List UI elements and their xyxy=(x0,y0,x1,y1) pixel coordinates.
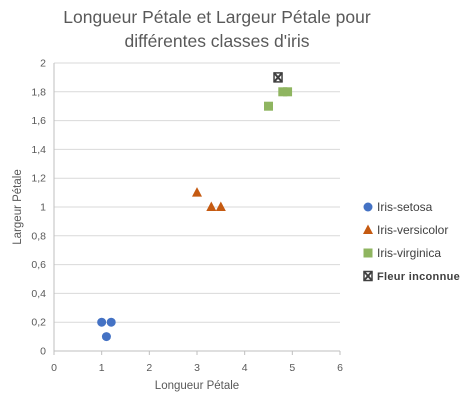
legend-marker-0 xyxy=(363,202,373,212)
x-tick-label: 3 xyxy=(194,362,200,374)
data-point-iris-versicolor-2 xyxy=(215,201,226,211)
y-tick-label: 1,8 xyxy=(31,86,46,98)
legend-entry-label: Fleur inconnue xyxy=(377,271,460,283)
data-point-fleur-inconnue-0 xyxy=(273,72,283,83)
data-point-iris-virginica-2 xyxy=(283,87,293,97)
y-tick-label: 0,4 xyxy=(31,288,46,300)
x-axis-label: Longueur Pétale xyxy=(155,380,239,392)
y-tick-label: 1 xyxy=(40,202,46,214)
axes xyxy=(53,63,341,355)
x-tick-label: 4 xyxy=(242,362,248,374)
y-tick-label: 0,6 xyxy=(31,259,46,271)
y-tick-label: 1,4 xyxy=(31,144,46,156)
data-point-iris-versicolor-0 xyxy=(192,187,202,197)
data-point-iris-setosa-1 xyxy=(101,332,111,342)
legend-entry-label: Iris-setosa xyxy=(377,200,433,214)
x-tick-label: 0 xyxy=(51,362,57,374)
y-tick-label: 0,2 xyxy=(31,317,46,329)
legend: Iris-setosa Iris-versicolor Iris-virginica… xyxy=(363,200,460,283)
x-tick-label: 6 xyxy=(337,362,343,374)
data-points xyxy=(97,72,293,342)
chart-title-line-1: Longueur Pétale et Largeur Pétale pour xyxy=(63,7,371,27)
y-tick-label: 1,6 xyxy=(31,115,46,127)
x-tick-label: 2 xyxy=(146,362,152,374)
y-tick-label: 2 xyxy=(40,58,46,70)
legend-marker-3 xyxy=(363,270,373,282)
x-tick-label: 5 xyxy=(289,362,295,374)
data-point-iris-virginica-1 xyxy=(278,87,288,97)
x-tick-labels: 0 1 2 3 4 5 6 xyxy=(51,362,343,374)
y-tick-label: 0,8 xyxy=(31,230,46,242)
y-axis-label: Largeur Pétale xyxy=(12,169,24,244)
y-tick-labels: 0 0,2 0,4 0,6 0,8 1 1,2 1,4 1,6 1,8 2 xyxy=(31,58,46,358)
data-point-iris-setosa-2 xyxy=(106,317,116,327)
gridlines xyxy=(54,62,340,323)
y-tick-label: 1,2 xyxy=(31,173,46,185)
data-point-iris-versicolor-1 xyxy=(206,201,217,211)
legend-entry-label: Iris-virginica xyxy=(377,246,441,260)
x-tick-label: 1 xyxy=(99,362,105,374)
legend-marker-2 xyxy=(363,248,373,258)
chart-title-line-2: différentes classes d'iris xyxy=(125,31,310,51)
data-point-iris-virginica-0 xyxy=(264,101,273,111)
legend-entry-label: Iris-versicolor xyxy=(377,223,448,237)
chart-title: Longueur Pétale et Largeur Pétale pour d… xyxy=(63,7,371,51)
y-tick-label: 0 xyxy=(40,346,46,358)
data-point-iris-setosa-0 xyxy=(97,317,107,327)
legend-marker-1 xyxy=(363,224,373,234)
